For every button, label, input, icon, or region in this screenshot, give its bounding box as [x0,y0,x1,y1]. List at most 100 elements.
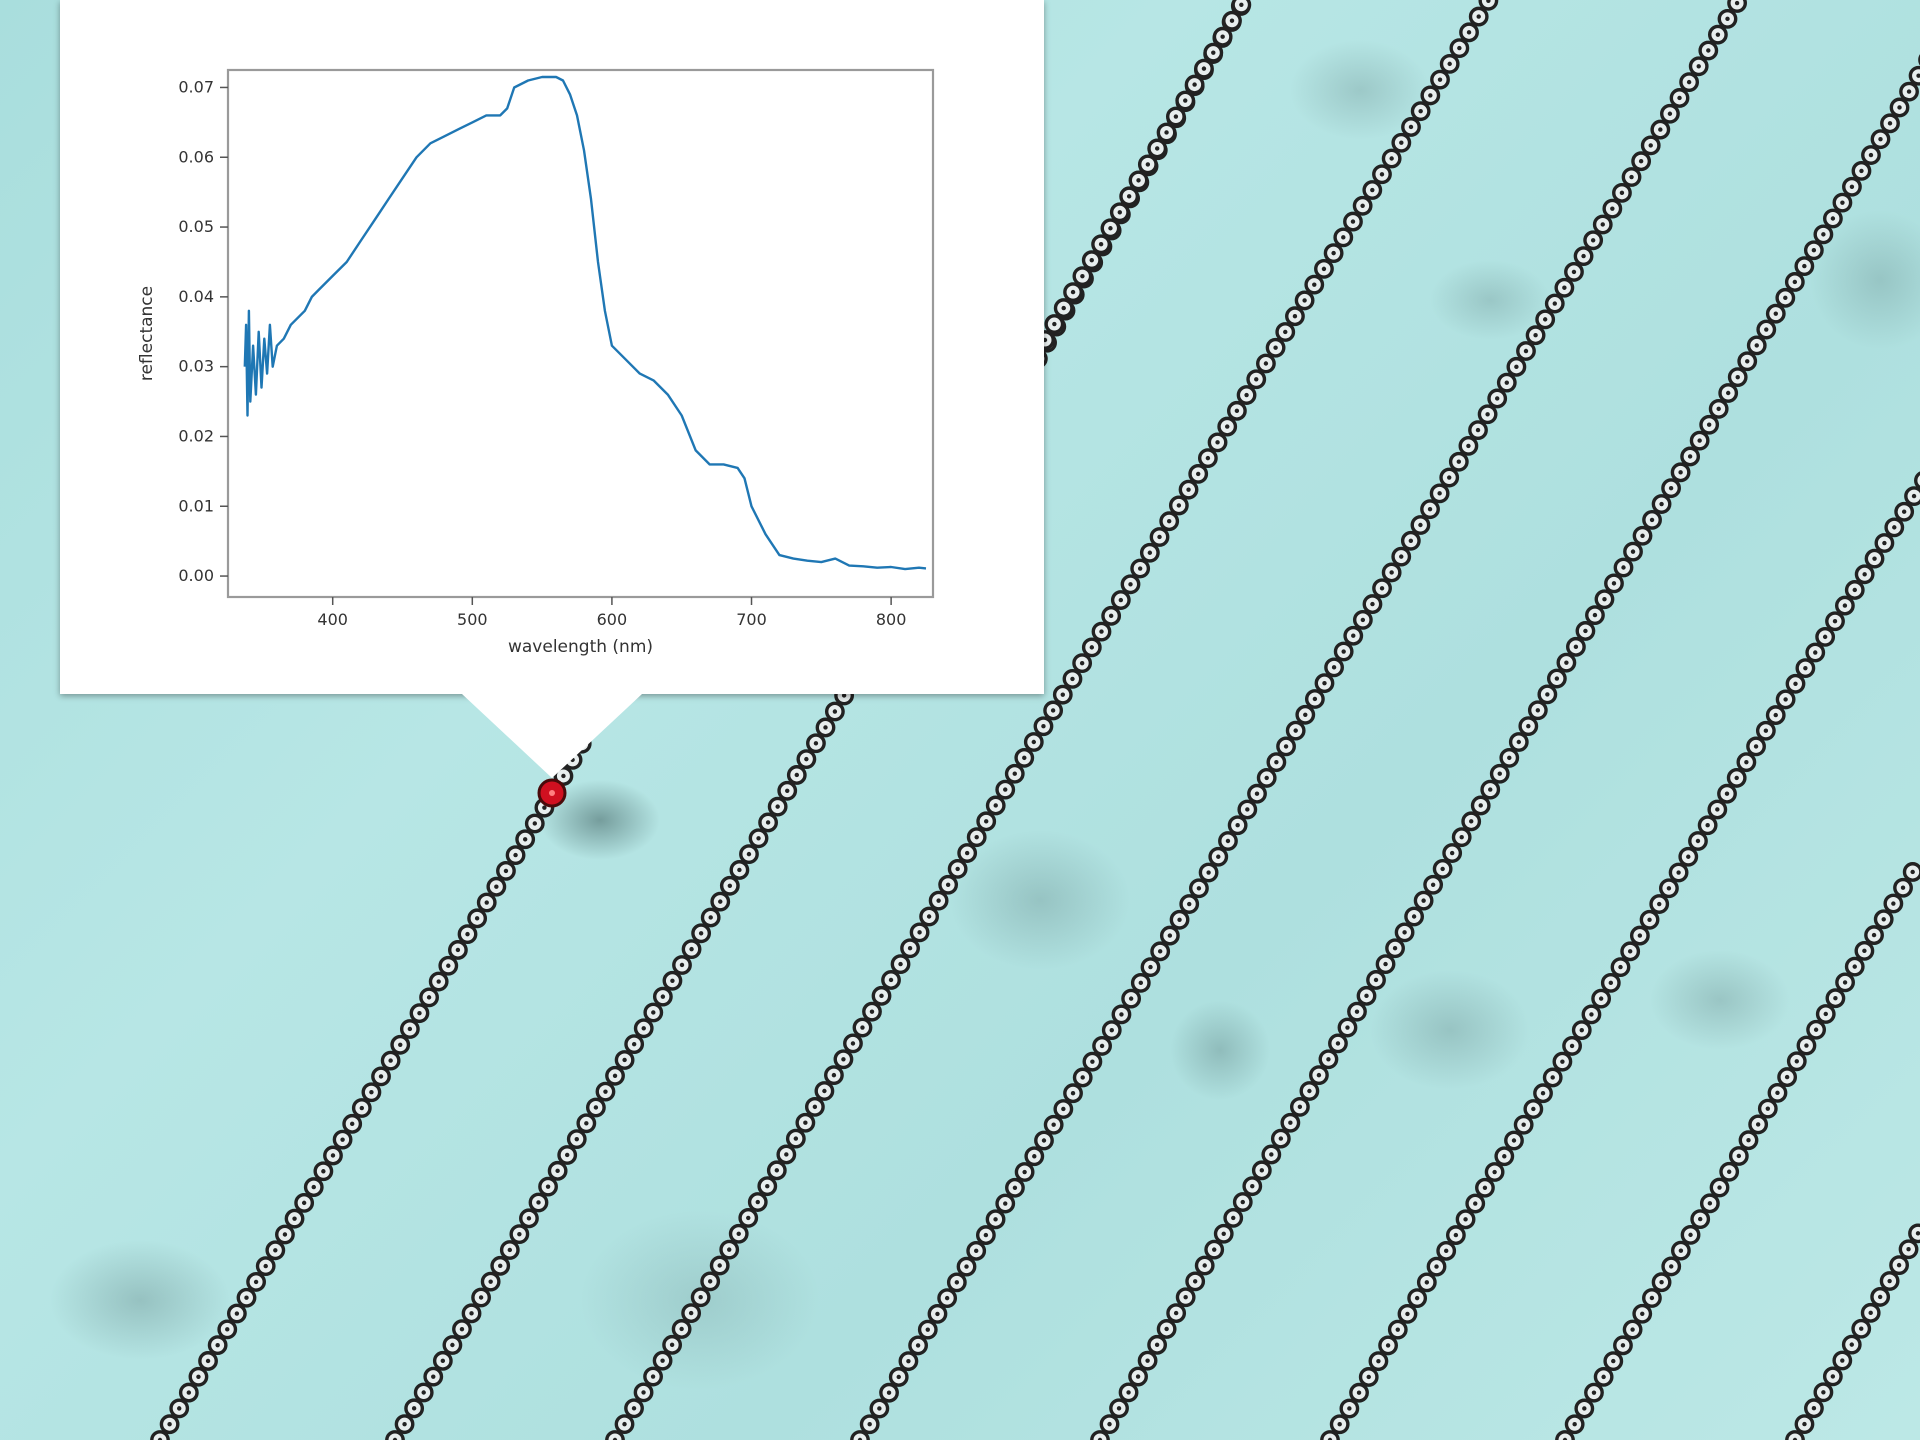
sample-point[interactable] [1777,1067,1798,1087]
sample-point[interactable] [1168,495,1189,516]
sample-point[interactable] [480,1271,501,1292]
sample-point[interactable] [786,765,807,785]
sample-point[interactable] [1669,88,1690,108]
sample-point[interactable] [909,922,930,943]
sample-point[interactable] [1203,42,1224,63]
sample-point[interactable] [1631,151,1652,172]
sample-point[interactable] [1090,1430,1110,1440]
sample-point[interactable] [652,1350,673,1371]
sample-point[interactable] [719,875,740,896]
sample-point[interactable] [1165,106,1186,127]
sample-point[interactable] [1081,250,1102,271]
sample-point[interactable] [1822,1366,1843,1387]
sample-point[interactable] [1420,85,1441,106]
sample-point[interactable] [1622,1319,1643,1340]
sample-point[interactable] [1063,282,1083,303]
sample-point[interactable] [1280,1112,1301,1133]
sample-point[interactable] [419,987,439,1008]
sample-point[interactable] [547,1160,568,1181]
sample-point[interactable] [1217,416,1238,437]
sample-point[interactable] [423,1366,444,1387]
sample-point[interactable] [1401,117,1421,137]
sample-point[interactable] [1420,499,1440,520]
sample-point[interactable] [1834,595,1855,616]
sample-point[interactable] [605,1430,625,1440]
sample-point[interactable] [585,1097,606,1118]
sample-point[interactable] [1314,258,1334,279]
sample-point[interactable] [1707,799,1728,820]
sample-point[interactable] [1043,700,1064,721]
sample-point[interactable] [275,1224,295,1245]
sample-point[interactable] [1358,1367,1379,1387]
sample-point[interactable] [1295,704,1316,725]
sample-point[interactable] [1571,1020,1592,1041]
sample-point[interactable] [1708,398,1729,419]
sample-point[interactable] [1285,720,1306,741]
sample-point[interactable] [1889,97,1910,118]
sample-point[interactable] [442,1335,463,1355]
sample-point[interactable] [956,1256,977,1277]
sample-point[interactable] [1381,148,1402,169]
sample-point[interactable] [1575,621,1596,641]
sample-point[interactable] [1602,198,1623,219]
sample-point[interactable] [1844,580,1865,600]
sample-point[interactable] [871,985,892,1006]
sample-point[interactable] [662,970,683,991]
sample-point[interactable] [1894,501,1915,522]
sample-point[interactable] [605,1065,625,1086]
sample-point[interactable] [1679,72,1700,93]
sample-point[interactable] [1707,24,1728,45]
sample-point[interactable] [1542,1067,1563,1088]
sample-point[interactable] [1304,274,1325,295]
sample-point[interactable] [1585,605,1605,625]
sample-point[interactable] [719,1239,740,1260]
sample-point[interactable] [1081,637,1102,658]
sample-point[interactable] [1062,669,1083,689]
sample-point[interactable] [1564,262,1584,282]
sample-point[interactable] [1130,972,1151,993]
sample-point[interactable] [766,1160,787,1181]
sample-point[interactable] [1429,483,1450,504]
sample-point[interactable] [1445,1225,1466,1245]
sample-point[interactable] [1223,1208,1244,1228]
sample-point[interactable] [1612,182,1632,203]
sample-point[interactable] [505,845,526,865]
sample-point[interactable] [471,1287,491,1308]
sample-point[interactable] [662,1334,683,1355]
sample-point[interactable] [1465,1193,1486,1214]
sample-point[interactable] [852,1017,873,1038]
sample-point[interactable] [938,874,959,895]
sample-point[interactable] [681,1303,702,1323]
sample-point[interactable] [1832,192,1853,213]
sample-point[interactable] [928,890,949,911]
sample-point[interactable] [1137,154,1158,175]
sample-point[interactable] [1175,1287,1196,1308]
sample-point[interactable] [1362,594,1383,614]
sample-point[interactable] [1156,122,1177,143]
sample-point[interactable] [1688,831,1708,851]
sample-point[interactable] [947,859,968,879]
sample-point[interactable] [859,1414,880,1435]
sample-point[interactable] [1765,705,1786,725]
sample-point[interactable] [1494,1146,1515,1167]
sample-point[interactable] [1232,1192,1253,1212]
sample-point[interactable] [1198,862,1219,883]
sample-point[interactable] [890,954,911,974]
sample-point[interactable] [1034,1130,1054,1151]
sample-point[interactable] [1670,1240,1691,1261]
sample-point[interactable] [1169,909,1190,930]
sample-point[interactable] [1372,578,1392,599]
sample-point[interactable] [1147,138,1168,159]
sample-point[interactable] [1689,430,1710,451]
sample-point[interactable] [1109,1398,1129,1419]
sample-point[interactable] [1189,878,1209,899]
sample-point[interactable] [461,1303,482,1324]
sample-point[interactable] [1053,1099,1074,1119]
sample-point[interactable] [1699,414,1720,435]
sample-point[interactable] [995,779,1016,800]
sample-point[interactable] [332,1129,353,1150]
sample-point[interactable] [1813,224,1834,245]
sample-point[interactable] [1349,1382,1369,1403]
sample-point[interactable] [652,986,673,1007]
sample-point[interactable] [624,1034,645,1055]
